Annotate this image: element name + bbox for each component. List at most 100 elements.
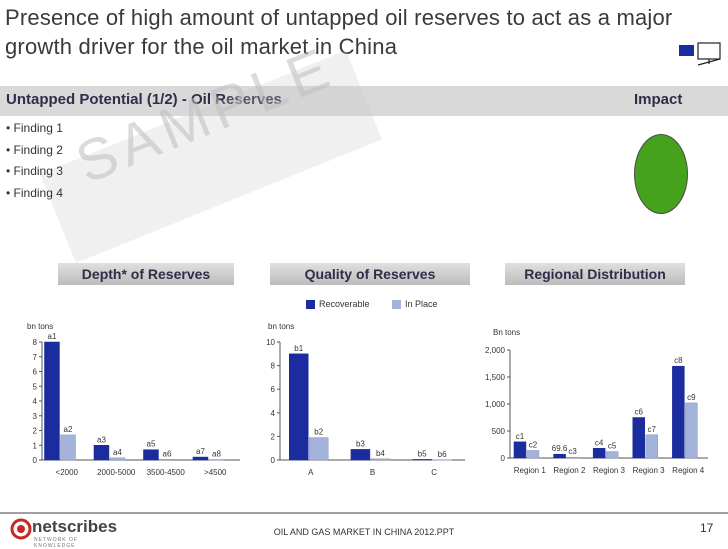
section-header-band: Untapped Potential (1/2) - Oil Reserves …: [0, 86, 728, 116]
quality-of-reserves-chart: bn tons 0 2 4 6 8 10 b1 b2 Ab3 b4 Bb5 b6C: [266, 322, 465, 477]
chart-data-label: a8: [212, 450, 221, 459]
chart-bar: [44, 341, 60, 461]
footer-document-name: OIL AND GAS MARKET IN CHINA 2012.PPT: [273, 527, 455, 537]
chart-category-label: B: [370, 468, 375, 477]
chart-bar: [553, 453, 566, 459]
chart-bar: [159, 459, 175, 461]
chart-y-tick-label: 3: [33, 412, 38, 421]
finding-item: • Finding 3: [6, 164, 63, 178]
chart-data-label: c5: [608, 442, 617, 451]
recoverable-swatch: [306, 300, 315, 310]
chart-bar: [208, 459, 225, 461]
chart-category-label: Region 3: [633, 466, 666, 475]
chart-bar: [289, 353, 309, 461]
chart-data-label: c3: [568, 447, 577, 456]
chart-y-tick-label: 0: [33, 456, 38, 465]
chart-data-label: b4: [376, 449, 385, 458]
chart-y-tick-label: 0: [501, 454, 506, 463]
chart-bar: [432, 459, 452, 461]
chart-y-tick-label: 500: [492, 427, 506, 436]
chart-data-label: 69.6: [552, 444, 568, 453]
chart-y-tick-label: 6: [33, 368, 38, 377]
chart-data-label: c6: [635, 408, 644, 417]
impact-label: Impact: [634, 91, 683, 108]
chart-legend: Recoverable In Place: [306, 299, 438, 310]
depth-of-reserves-heading: Depth* of Reserves: [58, 263, 234, 285]
monitor-icon: [679, 42, 721, 66]
chart-y-tick-label: 1,500: [485, 373, 506, 382]
chart-data-label: c1: [516, 432, 525, 441]
page-title: Presence of high amount of untapped oil …: [5, 5, 673, 59]
chart-data-label: b5: [418, 449, 427, 458]
chart-y-tick-label: 5: [33, 382, 38, 391]
chart-data-label: a1: [48, 332, 57, 341]
chart-category-label: C: [431, 468, 437, 477]
chart-bar: [60, 434, 76, 461]
chart-data-label: c2: [529, 440, 538, 449]
chart-category-label: <2000: [56, 468, 79, 477]
chart-y-tick-label: 1,000: [485, 400, 506, 409]
untapped-potential-label: Untapped Potential (1/2) - Oil Reserves: [6, 91, 282, 108]
chart-data-label: c7: [648, 425, 657, 434]
chart-bar: [412, 459, 432, 461]
chart-y-tick-label: 10: [266, 338, 275, 347]
netscribes-logo-mark: [10, 518, 32, 540]
chart-y-tick-label: 2: [33, 427, 38, 436]
chart-data-label: c4: [595, 438, 604, 447]
chart-bar: [605, 451, 619, 459]
chart-unit-label: Bn tons: [493, 328, 520, 337]
chart-y-tick-label: 0: [271, 456, 276, 465]
chart-category-label: Region 3: [593, 466, 626, 475]
chart-bar: [566, 456, 579, 459]
chart-category-label: Region 1: [514, 466, 547, 475]
chart-bar: [192, 456, 209, 461]
chart-data-label: b2: [314, 428, 323, 437]
chart-bar: [632, 417, 646, 459]
chart-data-label: b1: [294, 344, 303, 353]
chart-y-tick-label: 4: [271, 409, 276, 418]
page-number: 17: [700, 521, 714, 535]
chart-bar: [370, 458, 391, 461]
footer-divider: [0, 512, 728, 514]
chart-bar: [93, 445, 110, 461]
chart-y-tick-label: 2,000: [485, 346, 506, 355]
logo-name: netscribes: [32, 517, 118, 536]
finding-item: • Finding 2: [6, 143, 63, 157]
chart-bar: [592, 448, 606, 459]
chart-bar: [350, 449, 371, 461]
legend-recoverable: Recoverable: [319, 299, 370, 309]
chart-category-label: A: [308, 468, 314, 477]
chart-y-tick-label: 2: [271, 432, 276, 441]
chart-data-label: b3: [356, 439, 365, 448]
chart-unit-label: bn tons: [268, 322, 294, 331]
depth-of-reserves-chart: bn tons 0 1 2 3 4 5 6 7 8 a1 a2 <2000 a3 a4 2000-5000 a5…: [27, 322, 240, 477]
chart-y-tick-label: 8: [271, 362, 276, 371]
chart-category-label: 2000-5000: [97, 468, 136, 477]
chart-category-label: >4500: [204, 468, 227, 477]
chart-data-label: b6: [438, 450, 447, 459]
chart-bar: [109, 457, 126, 461]
chart-bar: [143, 449, 159, 461]
chart-bar: [645, 434, 659, 459]
chart-data-label: a6: [163, 449, 172, 458]
chart-y-tick-label: 4: [33, 397, 38, 406]
chart-bar: [526, 450, 540, 459]
in-place-swatch: [392, 300, 402, 310]
chart-y-tick-label: 6: [271, 385, 276, 394]
quality-of-reserves-heading: Quality of Reserves: [270, 263, 470, 285]
chart-category-label: Region 4: [672, 466, 705, 475]
chart-data-label: c9: [687, 393, 696, 402]
chart-y-tick-label: 7: [33, 353, 38, 362]
chart-data-label: a5: [147, 440, 156, 449]
chart-y-tick-label: 1: [33, 441, 38, 450]
legend-in-place: In Place: [405, 299, 438, 309]
chart-bar: [513, 441, 527, 459]
chart-data-label: a4: [113, 448, 122, 457]
regional-distribution-chart: Bn tons 0 500 1,000 1,500 2,000 c1 c2 Region 1 69…: [485, 328, 708, 475]
chart-unit-label: bn tons: [27, 322, 53, 331]
chart-bar: [672, 365, 685, 459]
chart-data-label: a7: [196, 447, 205, 456]
chart-data-label: a3: [97, 435, 106, 444]
regional-distribution-heading: Regional Distribution: [505, 263, 685, 285]
logo-tagline: NETWORK OF KNOWLEDGE: [34, 537, 78, 549]
